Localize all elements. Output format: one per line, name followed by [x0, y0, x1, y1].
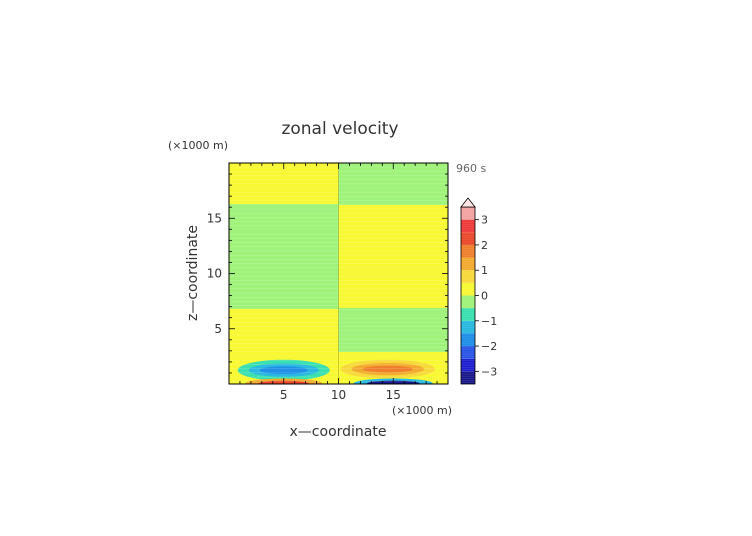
x-tick-label: 5	[280, 388, 288, 402]
colorbar-tick-label: −2	[481, 340, 497, 353]
colorbar-tick-label: −3	[481, 365, 497, 378]
colorbar-swatch	[461, 371, 475, 384]
y-tick-label: 5	[214, 322, 222, 336]
colorbar-tick-label: 1	[481, 264, 488, 277]
y-tick-label: 10	[207, 267, 222, 281]
colorbar-swatch	[461, 282, 475, 296]
contour-lines	[229, 166, 448, 382]
colorbar-tick-label: −1	[481, 315, 497, 328]
colorbar-swatch	[461, 333, 475, 347]
field-region	[229, 308, 339, 361]
field-region	[338, 204, 448, 308]
axis-ticks	[229, 163, 448, 384]
field-region	[338, 307, 448, 352]
field-anomaly	[259, 366, 308, 375]
colorbar-tick-label: 2	[481, 239, 488, 252]
field-anomaly	[362, 365, 413, 373]
colorbar-swatch	[461, 320, 475, 334]
colorbar-extend-arrow	[460, 197, 476, 208]
colorbar-tick-label: 0	[481, 290, 488, 303]
y-axis-unit: (×1000 m)	[168, 139, 228, 152]
colorbar-tick-label: 3	[481, 214, 488, 227]
colorbar-swatch	[461, 308, 475, 321]
colorbar-swatch	[461, 346, 475, 359]
y-tick-label: 15	[207, 211, 222, 225]
colorbar-swatch	[461, 358, 475, 372]
x-axis-unit: (×1000 m)	[392, 404, 452, 417]
colorbar-swatch	[461, 219, 475, 233]
colorbar: −3 −2 −1 0 1 2 3	[460, 197, 497, 385]
tick-labels: 5 10 15 5 10 15	[207, 211, 401, 402]
x-tick-label: 10	[331, 388, 346, 402]
y-axis-label: z—coordinate	[185, 225, 201, 321]
colorbar-swatch	[461, 207, 475, 220]
plot-area	[229, 163, 448, 384]
field-region	[338, 163, 448, 205]
colorbar-swatch	[461, 232, 475, 245]
colorbar-swatch	[461, 244, 475, 258]
field-region	[229, 163, 339, 204]
colorbar-swatch	[461, 257, 475, 271]
field-region	[229, 203, 339, 309]
x-tick-label: 15	[386, 388, 401, 402]
chart-title: zonal velocity	[281, 119, 398, 139]
time-label: 960 s	[456, 162, 486, 175]
colorbar-swatch	[461, 295, 475, 309]
x-axis-label: x—coordinate	[290, 424, 387, 440]
colorbar-swatch	[461, 270, 475, 283]
